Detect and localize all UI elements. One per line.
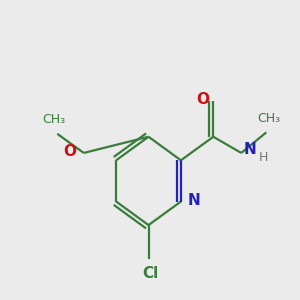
Text: O: O bbox=[63, 144, 76, 159]
Text: O: O bbox=[196, 92, 209, 107]
Text: N: N bbox=[244, 142, 256, 158]
Text: Cl: Cl bbox=[142, 266, 158, 281]
Text: CH₃: CH₃ bbox=[43, 113, 66, 126]
Text: H: H bbox=[258, 151, 268, 164]
Text: CH₃: CH₃ bbox=[258, 112, 281, 125]
Text: N: N bbox=[188, 194, 200, 208]
